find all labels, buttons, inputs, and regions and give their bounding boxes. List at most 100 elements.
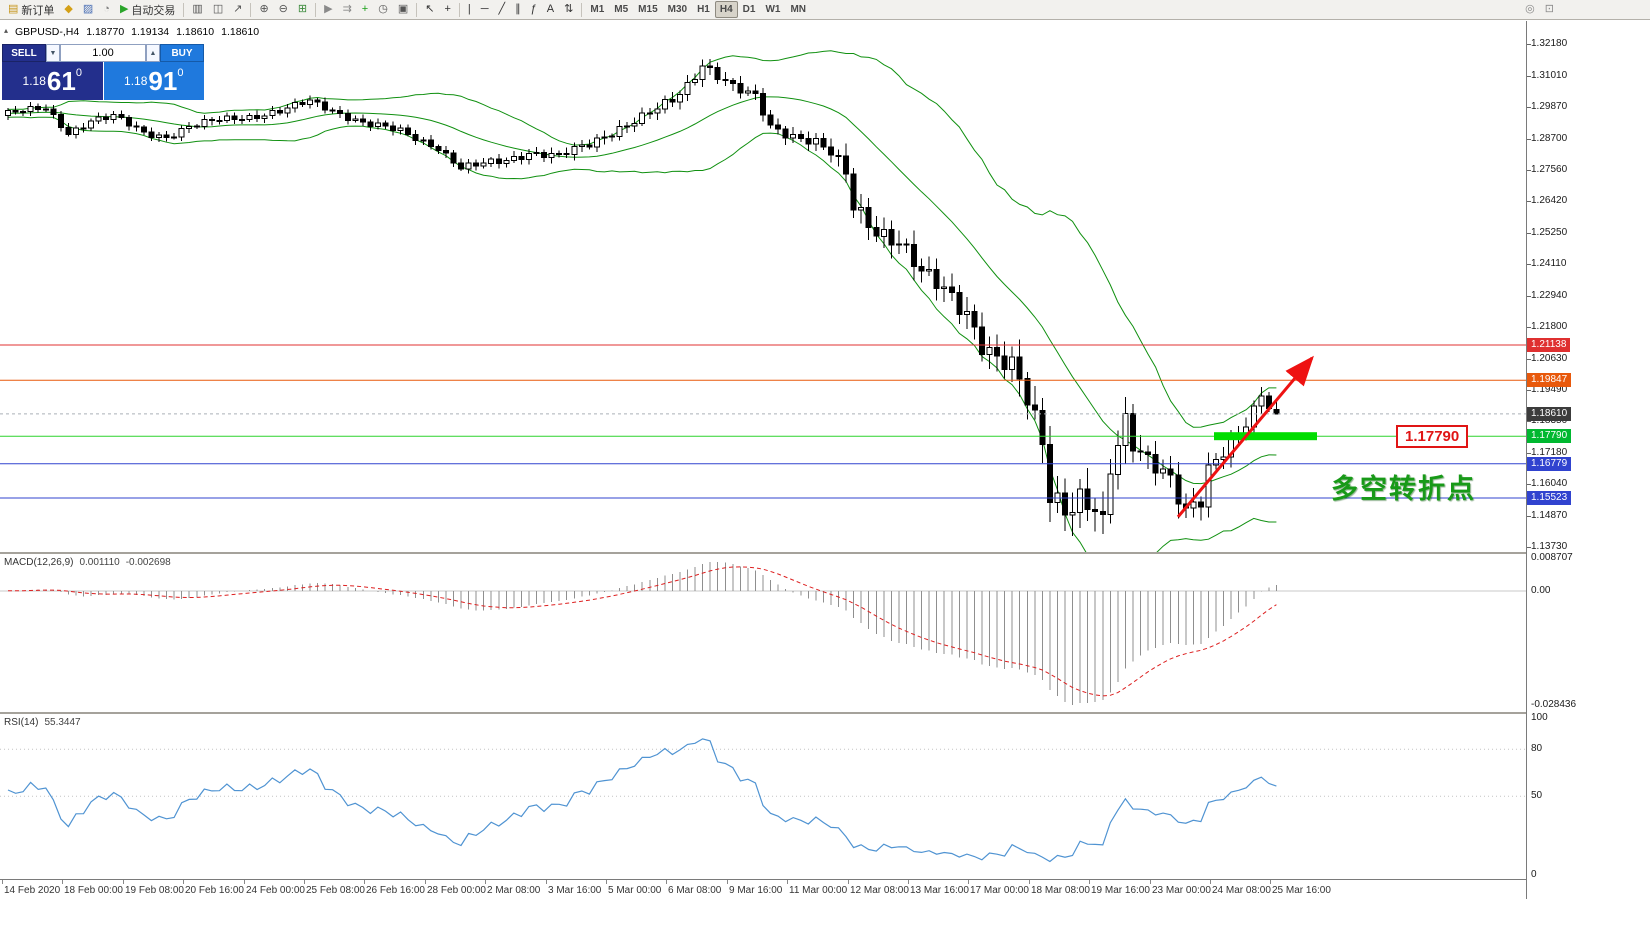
panel-splitter[interactable] bbox=[0, 712, 1526, 714]
chart-shift-button[interactable]: ⇉ bbox=[338, 1, 357, 18]
buy-button[interactable]: BUY bbox=[160, 44, 204, 62]
trendline-icon: ╱ bbox=[498, 3, 506, 15]
text-label-button[interactable]: A bbox=[542, 1, 559, 18]
macd-axis-label: 0.00 bbox=[1531, 585, 1551, 596]
time-axis-tick bbox=[968, 880, 969, 884]
autotrading-button[interactable]: ▶ 自动交易 bbox=[115, 1, 180, 18]
macd-axis-label: -0.028436 bbox=[1531, 699, 1577, 710]
timeframe-m1-button-label: M1 bbox=[590, 4, 605, 15]
trendline-button[interactable]: ╱ bbox=[494, 1, 511, 18]
buy-price-pips: 91 bbox=[148, 66, 178, 96]
bar-chart-button[interactable]: ▥ bbox=[187, 1, 207, 18]
zoom-in-icon: ⊕ bbox=[259, 3, 269, 15]
timeframe-m5-button[interactable]: M5 bbox=[609, 1, 633, 18]
time-axis-tick bbox=[425, 880, 426, 884]
vertical-line-icon: | bbox=[467, 3, 471, 15]
market-watch-button[interactable]: ▨ bbox=[78, 1, 98, 18]
timeframe-d1-button[interactable]: D1 bbox=[738, 1, 761, 18]
timeframe-w1-button[interactable]: W1 bbox=[760, 1, 785, 18]
price-axis-label: 1.24110 bbox=[1531, 258, 1567, 269]
timeframe-h1-button[interactable]: H1 bbox=[692, 1, 715, 18]
toolbar-separator bbox=[581, 2, 583, 17]
lot-size-input[interactable] bbox=[60, 44, 146, 62]
rsi-chart-canvas[interactable] bbox=[0, 714, 1526, 879]
line-chart-button[interactable]: ↗ bbox=[228, 1, 247, 18]
chart-window-button[interactable]: ◆ bbox=[59, 1, 77, 18]
toolbar-separator bbox=[458, 2, 460, 17]
crosshair-button[interactable]: + bbox=[439, 1, 455, 18]
auto-scroll-button[interactable]: ▶ bbox=[319, 1, 337, 18]
time-axis-label: 12 Mar 08:00 bbox=[850, 885, 909, 896]
new-order-button[interactable]: ▤ 新订单 bbox=[3, 1, 59, 18]
price-axis-tick bbox=[1527, 139, 1531, 140]
arrow-objects-button[interactable]: ⇅ bbox=[559, 1, 578, 18]
horizontal-line-icon: ─ bbox=[480, 3, 489, 15]
zoom-chart-button[interactable]: ◎ bbox=[1520, 1, 1540, 18]
timeframe-m1-button[interactable]: M1 bbox=[585, 1, 609, 18]
turning-point-note[interactable]: 多空转折点 bbox=[1331, 474, 1476, 504]
time-axis-tick bbox=[62, 880, 63, 884]
candlestick-chart-button[interactable]: ◫ bbox=[208, 1, 228, 18]
time-axis-label: 3 Mar 16:00 bbox=[548, 885, 602, 896]
time-axis-tick bbox=[787, 880, 788, 884]
horizontal-line-button[interactable]: ─ bbox=[476, 1, 494, 18]
time-axis-tick bbox=[666, 880, 667, 884]
price-axis-label: 1.13730 bbox=[1531, 541, 1568, 552]
time-axis-label: 24 Feb 00:00 bbox=[246, 885, 305, 896]
crosshair-icon: + bbox=[444, 3, 451, 15]
time-axis-tick bbox=[606, 880, 607, 884]
price-axis-tick bbox=[1527, 233, 1531, 234]
data-window-button[interactable]: ◔ bbox=[98, 1, 115, 18]
time-axis-label: 14 Feb 2020 bbox=[4, 885, 61, 896]
macd-axis-label: 0.008707 bbox=[1531, 552, 1573, 563]
time-axis-label: 25 Feb 08:00 bbox=[306, 885, 365, 896]
timeframe-m15-button[interactable]: M15 bbox=[633, 1, 662, 18]
expand-chart-button[interactable]: ⊡ bbox=[1540, 1, 1559, 18]
zoom-in-button[interactable]: ⊕ bbox=[254, 1, 273, 18]
equidistant-channel-button[interactable]: ∥ bbox=[510, 1, 526, 18]
order-type-dropdown[interactable]: ▼ bbox=[46, 44, 60, 62]
price-axis[interactable]: 1.32180 1.31010 1.29870 1.28700 1.27560 1.264… bbox=[1526, 21, 1649, 899]
time-axis-tick bbox=[1210, 880, 1211, 884]
panel-splitter[interactable] bbox=[0, 552, 1526, 554]
timeframe-mn-button[interactable]: MN bbox=[785, 1, 811, 18]
time-axis[interactable]: 14 Feb 2020 18 Feb 00:00 19 Feb 08:00 20 Fe… bbox=[0, 879, 1526, 899]
indicators-button[interactable]: + bbox=[357, 1, 373, 18]
time-axis-label: 28 Feb 00:00 bbox=[427, 885, 486, 896]
sell-button[interactable]: SELL bbox=[2, 44, 46, 62]
macd-title: MACD(12,26,9) bbox=[4, 557, 74, 568]
fibonacci-button[interactable]: ƒ bbox=[526, 1, 542, 18]
time-axis-tick bbox=[546, 880, 547, 884]
templates-button[interactable]: ▣ bbox=[393, 1, 413, 18]
price-level-callout[interactable]: 1.17790 bbox=[1396, 425, 1469, 448]
sell-price-display[interactable]: 1.18 61 0 bbox=[2, 62, 103, 100]
price-axis-label: 1.29870 bbox=[1531, 101, 1568, 112]
timeframe-h4-button[interactable]: H4 bbox=[714, 1, 738, 18]
buy-price-point: 0 bbox=[177, 67, 184, 79]
rsi-axis-label: 100 bbox=[1531, 712, 1548, 723]
zoom-out-button[interactable]: ⊖ bbox=[274, 1, 293, 18]
time-axis-label: 18 Feb 00:00 bbox=[64, 885, 123, 896]
timeframe-mn-button-label: MN bbox=[790, 4, 807, 15]
timeframe-m15-button-label: M15 bbox=[638, 4, 658, 15]
timeframe-m30-button[interactable]: M30 bbox=[663, 1, 692, 18]
time-axis-tick bbox=[485, 880, 486, 884]
buy-price-display[interactable]: 1.18 91 0 bbox=[103, 62, 204, 100]
cursor-button[interactable]: ↖ bbox=[420, 1, 439, 18]
price-axis-label: 1.21800 bbox=[1531, 321, 1568, 332]
chart-ohlc-header: ▴ GBPUSD-,H4 1.18770 1.19134 1.18610 1.1… bbox=[4, 26, 259, 38]
chart-shift-icon: ⇉ bbox=[342, 3, 352, 15]
price-axis-tick bbox=[1527, 390, 1531, 391]
price-axis-tag: 1.21138 bbox=[1527, 338, 1571, 352]
rsi-axis-label: 80 bbox=[1531, 743, 1543, 754]
price-axis-tick bbox=[1527, 484, 1531, 485]
grid-button[interactable]: ⊞ bbox=[293, 1, 312, 18]
time-axis-tick bbox=[364, 880, 365, 884]
periods-button[interactable]: ◷ bbox=[373, 1, 393, 18]
price-chart-canvas[interactable] bbox=[0, 21, 1526, 552]
macd-chart-canvas[interactable] bbox=[0, 555, 1526, 712]
lot-spin-up[interactable]: ▲ bbox=[146, 44, 160, 62]
vertical-line-button[interactable]: | bbox=[463, 1, 476, 18]
zoom-out-icon: ⊖ bbox=[278, 3, 288, 15]
buy-price-prefix: 1.18 bbox=[124, 74, 148, 88]
